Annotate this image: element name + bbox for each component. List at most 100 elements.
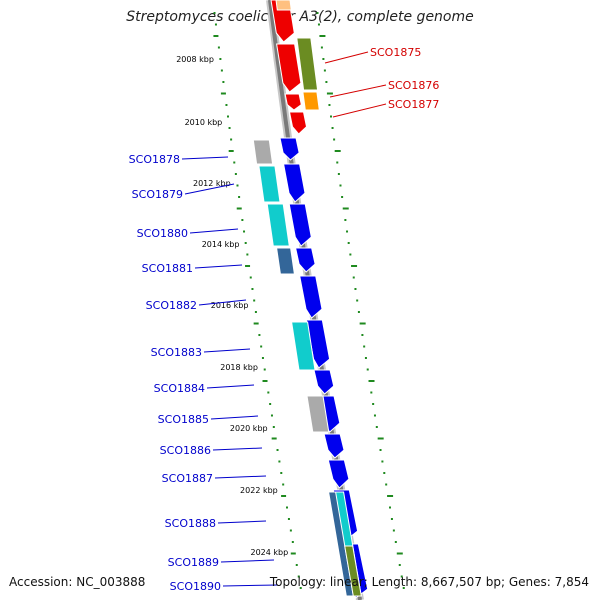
scale-tick-left	[226, 115, 229, 118]
accession-text: Accession: NC_003888	[9, 575, 146, 589]
scale-tick-right	[398, 564, 401, 566]
leader-line	[324, 51, 369, 64]
kbp-label: 2008 kbp	[176, 55, 214, 64]
scale-tick-left	[270, 414, 273, 417]
gene-arrow	[327, 459, 350, 489]
gene-arrow	[282, 163, 306, 203]
scale-tick-right	[328, 104, 331, 106]
leader-line	[220, 559, 275, 563]
scale-tick-right	[351, 265, 358, 267]
scale-tick-right	[354, 288, 357, 290]
scale-tick-right	[387, 495, 394, 497]
leader-line	[222, 584, 279, 587]
scale-tick-right	[333, 138, 336, 141]
leader-line	[189, 228, 239, 234]
scale-tick-right	[320, 46, 323, 49]
gene-arrow	[284, 93, 302, 111]
scale-tick-right	[317, 23, 320, 26]
gene-arrow	[276, 43, 302, 93]
scale-tick-right	[375, 426, 378, 428]
leader-line	[210, 415, 259, 420]
scale-tick-left	[260, 345, 263, 348]
scale-tick-left	[258, 334, 261, 336]
scale-tick-right	[337, 173, 340, 175]
gene-label: SCO1879	[132, 188, 183, 201]
scale-tick-left	[241, 219, 244, 221]
scale-tick-right	[392, 529, 395, 532]
scale-tick-left	[291, 541, 294, 543]
gene-label: SCO1888	[165, 517, 216, 530]
scale-tick-right	[329, 115, 332, 118]
gene-arrow	[288, 203, 312, 247]
scale-tick-right	[390, 518, 393, 520]
gene-label: SCO1886	[160, 444, 211, 457]
scale-tick-right	[400, 575, 403, 578]
gene-arrow	[323, 433, 345, 459]
scale-tick-right	[323, 69, 326, 72]
scale-tick-left	[271, 437, 277, 440]
scale-tick-left	[287, 518, 290, 520]
scale-tick-left	[238, 196, 241, 198]
scale-tick-left	[286, 506, 289, 509]
kbp-label: 2012 kbp	[193, 179, 231, 188]
scale-tick-left	[234, 173, 237, 175]
leader-line	[181, 156, 229, 160]
scale-tick-left	[222, 81, 225, 83]
scale-tick-right	[319, 35, 326, 37]
scale-tick-right	[349, 253, 352, 256]
kbp-label: 2020 kbp	[230, 424, 268, 433]
kbp-label: 2014 kbp	[202, 240, 240, 249]
leader-line	[184, 183, 235, 195]
gene-box	[252, 139, 274, 165]
gene-box	[344, 545, 362, 597]
scale-tick-left	[251, 288, 254, 290]
scale-tick-left	[243, 230, 246, 233]
gene-arrow	[313, 369, 335, 395]
scale-tick-left	[228, 127, 231, 129]
scale-tick-left	[254, 311, 257, 313]
gene-label: SCO1878	[129, 153, 180, 166]
scale-tick-left	[236, 184, 239, 187]
scale-tick-left	[295, 564, 298, 566]
scale-tick-right	[394, 541, 397, 543]
scale-tick-left	[263, 368, 266, 371]
scale-tick-left	[262, 380, 268, 382]
kbp-label: 2016 kbp	[211, 301, 249, 310]
scale-tick-right	[326, 92, 333, 95]
scale-tick-left	[253, 322, 259, 325]
scale-tick-right	[377, 437, 384, 440]
scale-tick-right	[346, 230, 349, 233]
scale-tick-left	[249, 276, 252, 279]
scale-tick-left	[253, 299, 256, 302]
scale-tick-right	[344, 219, 347, 221]
map-title: Streptomyces coelicolor A3(2), complete …	[126, 9, 474, 25]
scale-tick-left	[281, 495, 287, 497]
scale-tick-right	[342, 207, 349, 210]
scale-tick-right	[341, 196, 344, 198]
scale-tick-right	[339, 184, 342, 187]
scale-tick-left	[217, 46, 220, 49]
scale-tick-left	[276, 449, 279, 451]
scale-tick-right	[361, 334, 364, 336]
scale-tick-right	[322, 58, 325, 60]
scale-tick-left	[228, 150, 234, 152]
gene-label: SCO1877	[388, 98, 439, 111]
scale-tick-right	[381, 460, 384, 463]
leader-line	[217, 520, 267, 524]
gene-arrow	[299, 275, 323, 319]
scale-tick-left	[280, 472, 283, 474]
scale-tick-left	[236, 207, 242, 210]
scale-tick-left	[299, 587, 302, 589]
gene-label: SCO1889	[168, 556, 219, 569]
scale-tick-right	[357, 311, 360, 313]
gene-label: SCO1881	[142, 262, 193, 275]
scale-tick-left	[282, 483, 285, 486]
gene-label: SCO1883	[151, 346, 202, 359]
leader-line	[329, 84, 387, 98]
scale-tick-right	[402, 587, 405, 589]
scale-tick-left	[267, 391, 270, 394]
scale-tick-right	[363, 345, 366, 348]
gene-label: SCO1885	[158, 413, 209, 426]
leader-line	[212, 447, 263, 451]
kbp-label: 2010 kbp	[185, 118, 223, 127]
